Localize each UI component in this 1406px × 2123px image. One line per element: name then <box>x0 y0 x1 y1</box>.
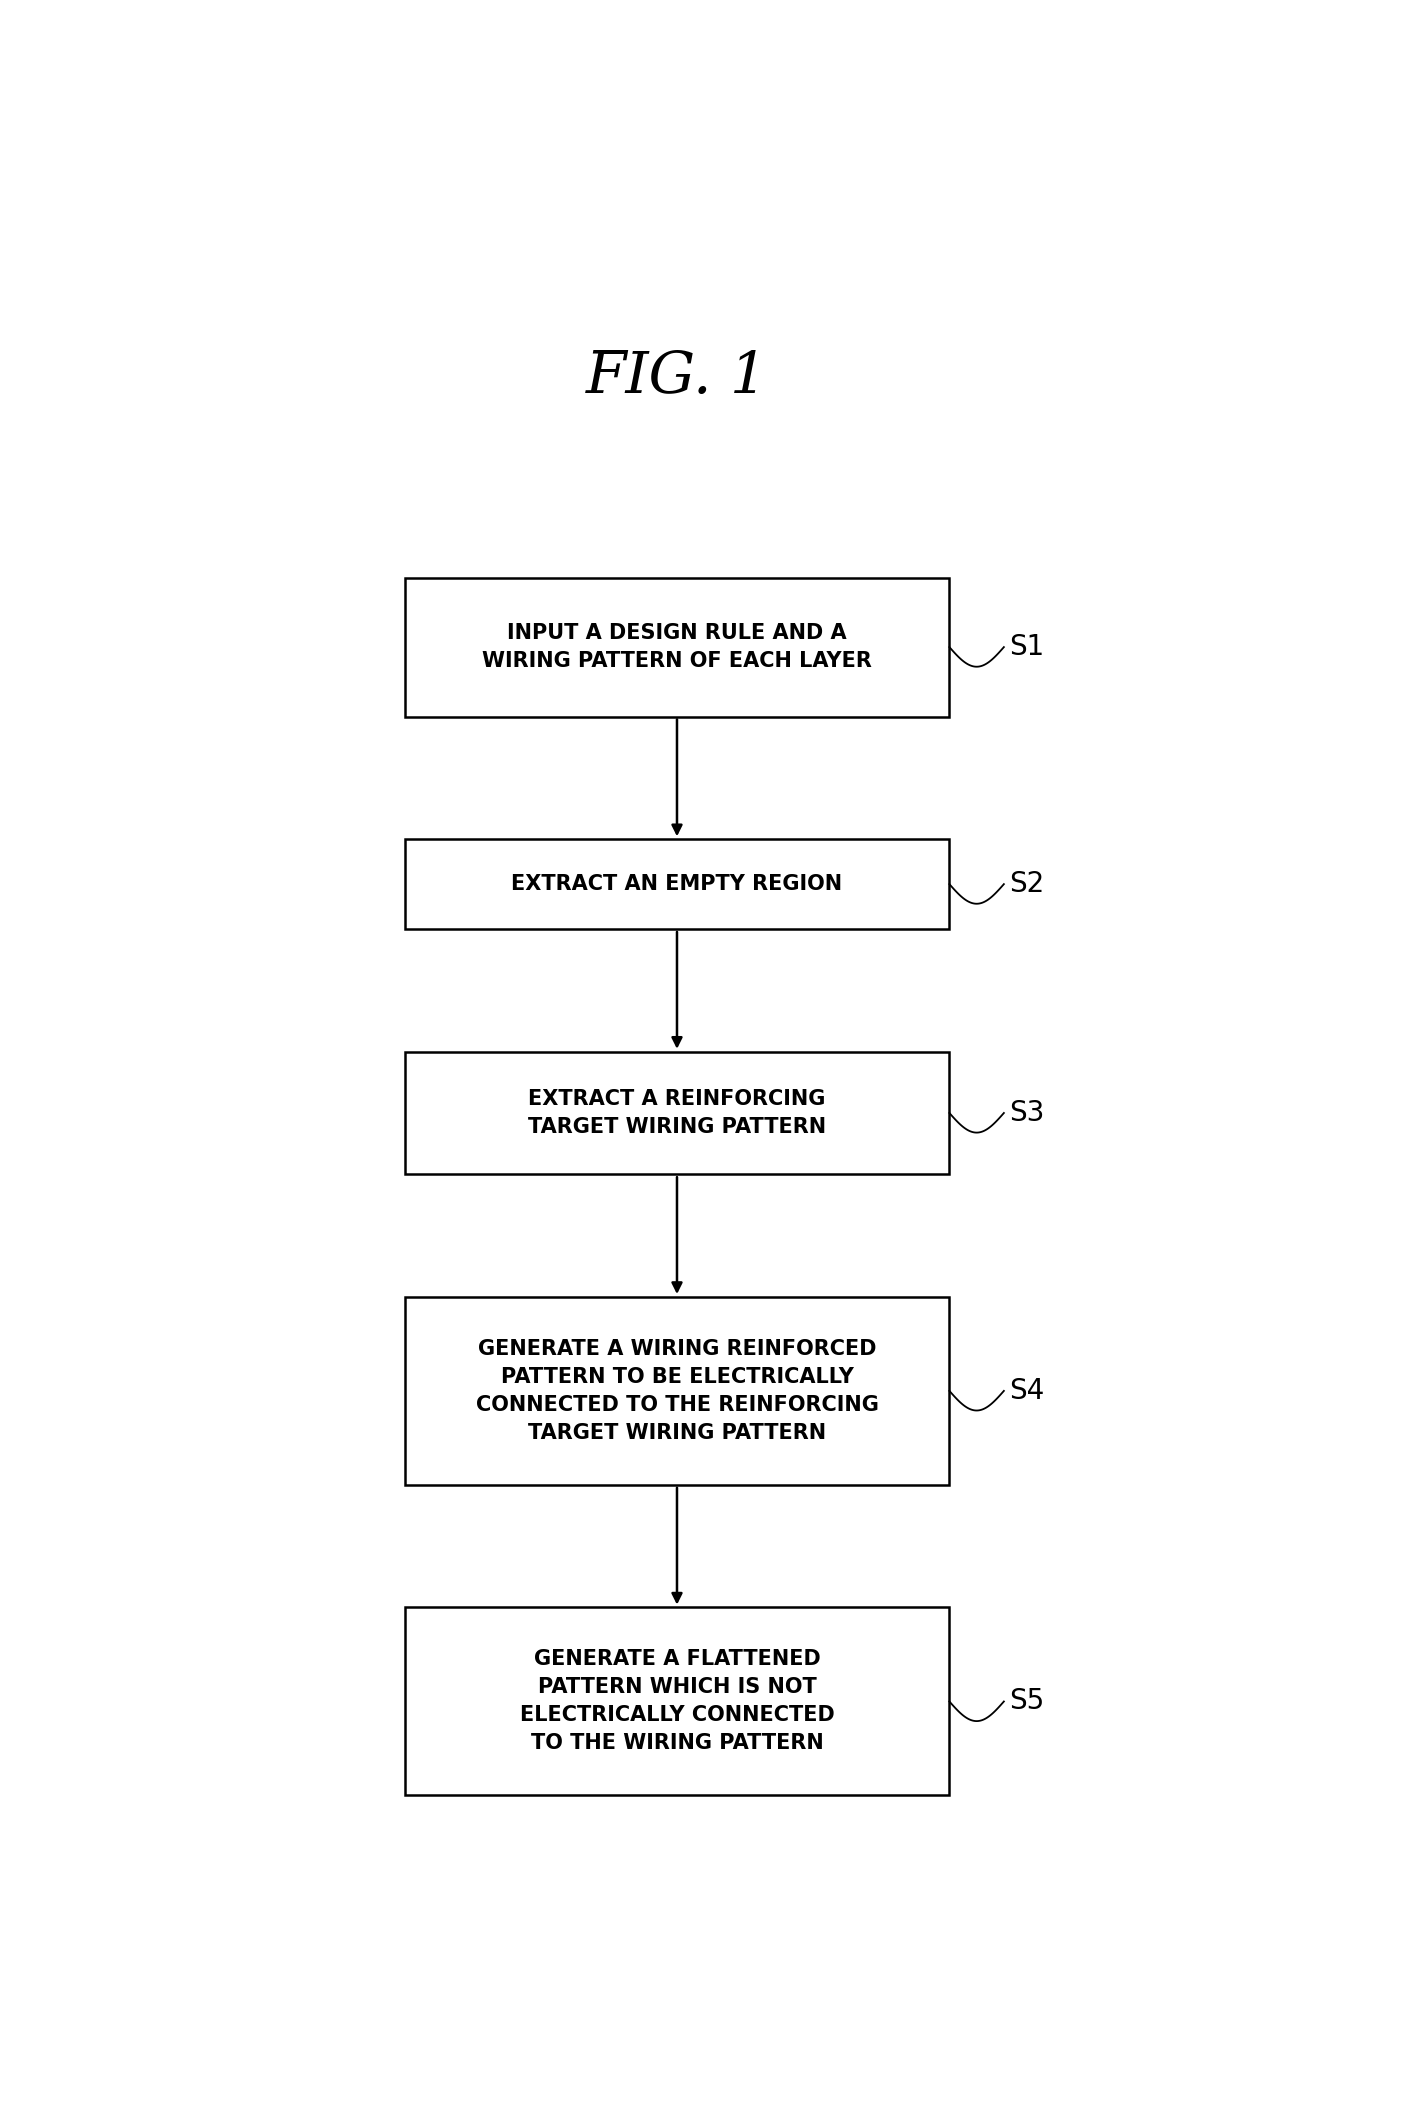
Text: GENERATE A WIRING REINFORCED
PATTERN TO BE ELECTRICALLY
CONNECTED TO THE REINFOR: GENERATE A WIRING REINFORCED PATTERN TO … <box>475 1340 879 1444</box>
Bar <box>405 577 949 718</box>
Text: INPUT A DESIGN RULE AND A
WIRING PATTERN OF EACH LAYER: INPUT A DESIGN RULE AND A WIRING PATTERN… <box>482 622 872 671</box>
Text: S2: S2 <box>1010 870 1045 898</box>
Text: S1: S1 <box>1010 633 1045 660</box>
Bar <box>405 839 949 930</box>
Text: S4: S4 <box>1010 1378 1045 1405</box>
Bar <box>405 1051 949 1174</box>
Text: GENERATE A FLATTENED
PATTERN WHICH IS NOT
ELECTRICALLY CONNECTED
TO THE WIRING P: GENERATE A FLATTENED PATTERN WHICH IS NO… <box>520 1650 834 1754</box>
Text: EXTRACT A REINFORCING
TARGET WIRING PATTERN: EXTRACT A REINFORCING TARGET WIRING PATT… <box>527 1089 827 1138</box>
Text: EXTRACT AN EMPTY REGION: EXTRACT AN EMPTY REGION <box>512 875 842 894</box>
Bar <box>405 1297 949 1484</box>
Text: FIG. 1: FIG. 1 <box>586 348 768 405</box>
Text: S3: S3 <box>1010 1100 1045 1127</box>
Text: S5: S5 <box>1010 1688 1045 1715</box>
Bar <box>405 1607 949 1796</box>
